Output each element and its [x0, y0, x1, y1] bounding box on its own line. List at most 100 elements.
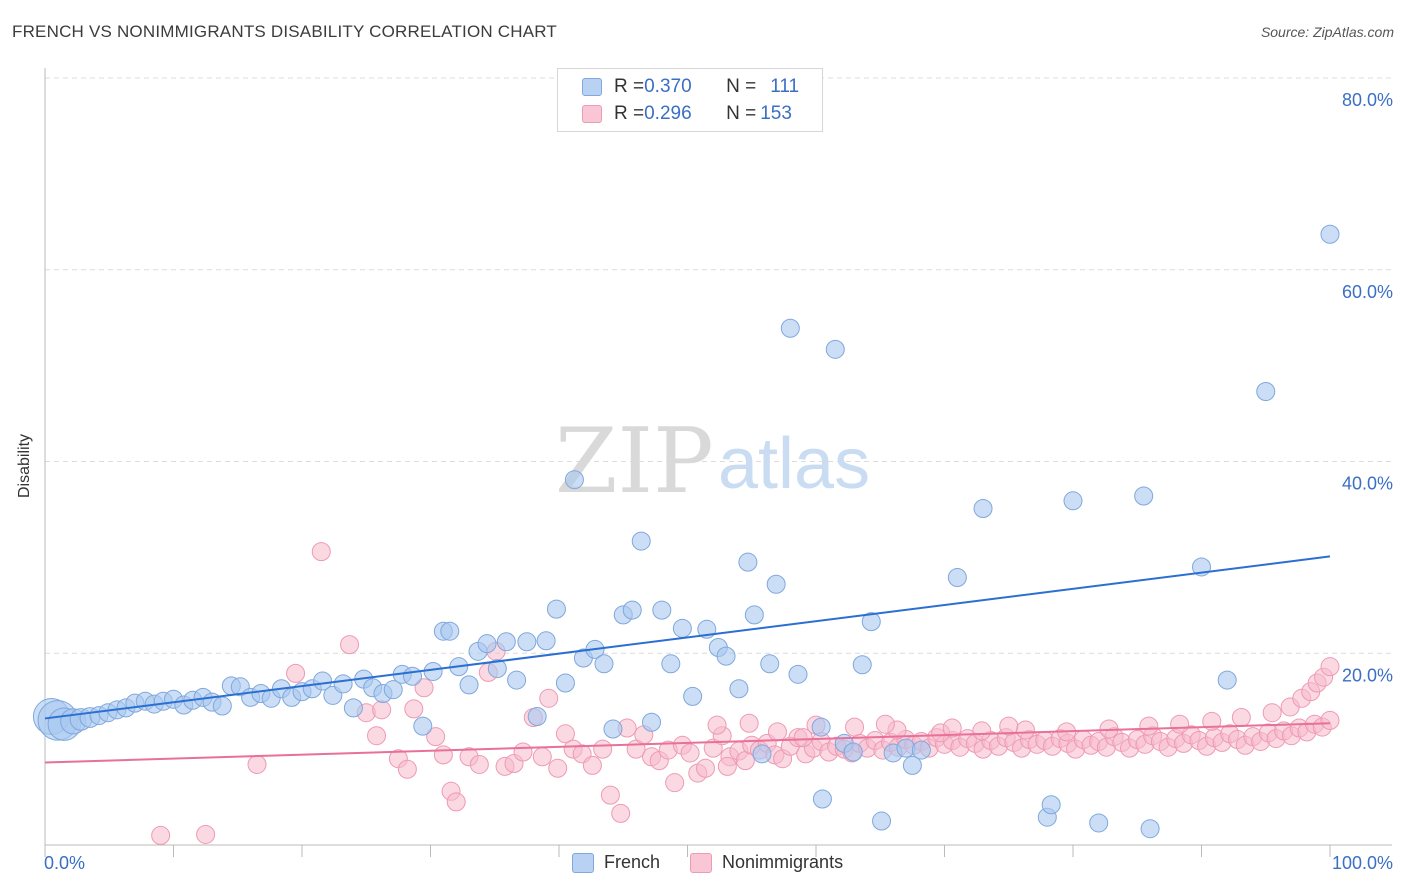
x-tick-label: 0.0% [44, 853, 85, 873]
nonimmigrants-point [1320, 710, 1340, 730]
french-point [729, 679, 749, 699]
french-point [861, 612, 881, 632]
nonimmigrants-point [433, 745, 453, 765]
nonimmigrants-point [532, 747, 552, 767]
nonimmigrants-point [1262, 703, 1282, 723]
french-point [383, 680, 403, 700]
french-point [423, 661, 443, 681]
series-legend: French Nonimmigrants [572, 852, 873, 873]
nonimmigrants-point [875, 714, 895, 734]
french-point [564, 470, 584, 490]
nonimmigrants-point [1231, 707, 1251, 727]
nonimmigrants-point [1320, 657, 1340, 677]
nonimmigrants-point [1015, 720, 1035, 740]
french-point [843, 742, 863, 762]
r-label: R = [614, 76, 645, 97]
nonimmigrants-point [469, 754, 489, 774]
nonimmigrants-point [367, 726, 387, 746]
french-point [546, 599, 566, 619]
french-point [631, 531, 651, 551]
french-point [738, 552, 758, 572]
french-swatch [572, 852, 594, 873]
nonimmigrants-point [372, 700, 392, 720]
nonimmigrants-point [999, 716, 1019, 736]
french-point [752, 744, 772, 764]
french-point [652, 600, 672, 620]
legend-row-french: R = 0.370 N = 111 [582, 75, 799, 99]
nonimmigrants-point [582, 755, 602, 775]
french-point [1256, 382, 1276, 402]
tick-labels: 20.0% 40.0% 60.0% 80.0% 0.0% 100.0% [44, 90, 1393, 873]
french-swatch [582, 78, 602, 96]
french-point [313, 671, 333, 691]
legend-label: French [604, 852, 661, 872]
french-point [459, 675, 479, 695]
french-point [622, 600, 642, 620]
french-point [1063, 491, 1083, 511]
nonimmigrants-trend-line [44, 722, 1331, 764]
legend-label: Nonimmigrants [722, 852, 844, 872]
french-point [413, 716, 433, 736]
french-point [911, 740, 931, 760]
n-value: 111 [770, 76, 800, 97]
french-point [947, 568, 967, 588]
nonimmigrants-point [397, 759, 417, 779]
nonimmigrants-point [196, 824, 216, 844]
nonimmigrants-point [695, 758, 715, 778]
nonimmigrants-point [793, 728, 813, 748]
watermark-atlas: atlas [718, 424, 870, 504]
french-point [1140, 819, 1160, 839]
x-tick-label: 100.0% [1332, 853, 1393, 873]
y-tick-label: 20.0% [1342, 665, 1393, 685]
n-label: N = [726, 76, 757, 97]
trend-lines [44, 555, 1331, 764]
french-point [517, 632, 537, 652]
french-point [343, 698, 363, 718]
french-point [872, 811, 892, 831]
nonimmigrants-points [151, 542, 1340, 845]
nonimmigrants-point [665, 773, 685, 793]
nonimmigrants-point [548, 758, 568, 778]
french-point [555, 673, 575, 693]
french-point [603, 719, 623, 739]
french-point [902, 755, 922, 775]
r-label: R = [614, 103, 645, 124]
legend-item-french: French [572, 852, 660, 873]
nonimmigrants-point [767, 722, 787, 742]
french-point [403, 666, 423, 686]
y-tick-label: 80.0% [1342, 90, 1393, 110]
french-point [212, 696, 232, 716]
french-point [766, 574, 786, 594]
french-point [477, 634, 497, 654]
nonimmigrants-point [446, 792, 466, 812]
nonimmigrants-point [426, 727, 446, 747]
nonimmigrants-point [593, 739, 613, 759]
french-point [1089, 813, 1109, 833]
french-point [1217, 670, 1237, 690]
y-tick-label: 40.0% [1342, 474, 1393, 494]
french-trend-line [44, 555, 1331, 720]
legend-item-nonimmigrants: Nonimmigrants [690, 852, 843, 873]
french-point [487, 659, 507, 679]
nonimmigrants-point [404, 699, 424, 719]
nonimmigrants-point [611, 803, 631, 823]
nonimmigrants-point [247, 754, 267, 774]
french-point [683, 686, 703, 706]
french-point [973, 498, 993, 518]
french-point [527, 707, 547, 727]
nonimmigrants-point [555, 724, 575, 744]
nonimmigrants-point [680, 743, 700, 763]
nonimmigrants-point [340, 635, 360, 655]
nonimmigrants-point [942, 718, 962, 738]
nonimmigrants-point [845, 717, 865, 737]
chart-title: FRENCH VS NONIMMIGRANTS DISABILITY CORRE… [12, 22, 558, 41]
nonimmigrants-point [1170, 714, 1190, 734]
nonimmigrants-point [1139, 716, 1159, 736]
r-value: 0.296 [644, 103, 692, 124]
source-label: Source: ZipAtlas.com [1260, 24, 1394, 40]
nonimmigrants-point [600, 785, 620, 805]
french-point [1041, 795, 1061, 815]
nonimmigrants-point [539, 688, 559, 708]
french-point [496, 632, 516, 652]
